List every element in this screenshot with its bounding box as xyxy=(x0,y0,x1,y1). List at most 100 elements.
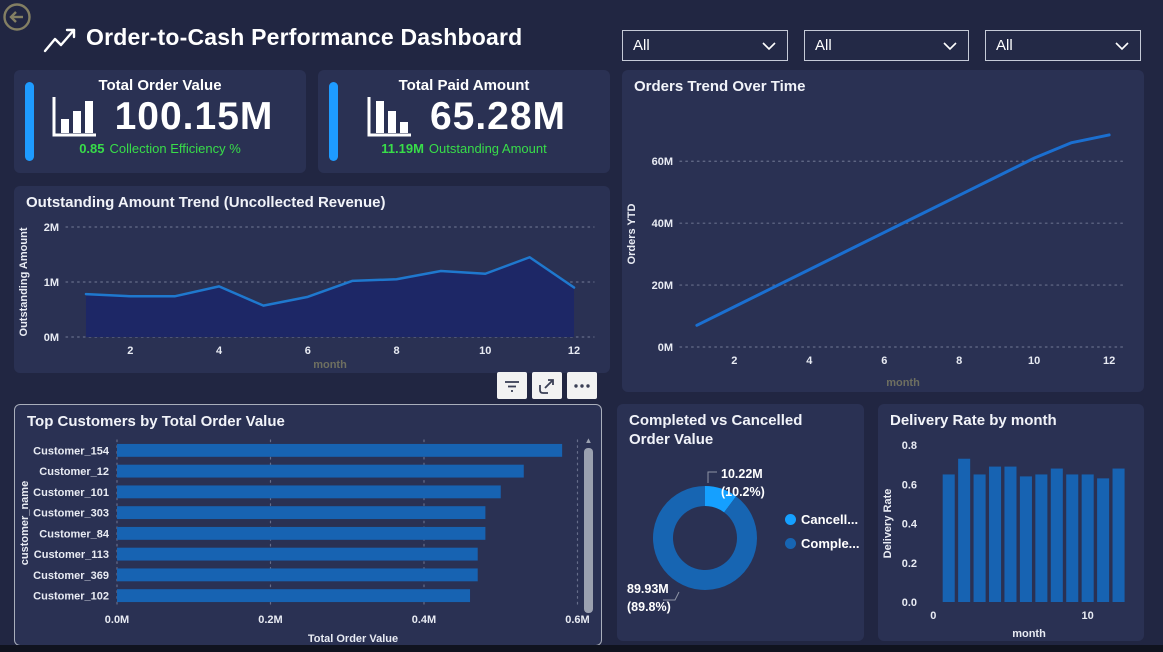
filter-icon xyxy=(505,380,519,392)
legend-label: Comple... xyxy=(801,536,860,551)
outstanding-amount-trend-panel: Outstanding Amount Trend (Uncollected Re… xyxy=(14,186,610,373)
filter-button[interactable] xyxy=(497,372,527,399)
page-title: Order-to-Cash Performance Dashboard xyxy=(86,24,523,50)
svg-text:0M: 0M xyxy=(658,342,673,354)
svg-text:0M: 0M xyxy=(44,332,59,344)
svg-text:0: 0 xyxy=(930,610,936,622)
svg-text:0.8: 0.8 xyxy=(902,440,917,452)
kpi-sub-value: 11.19M xyxy=(381,141,424,156)
kpi-sub-label: Collection Efficiency % xyxy=(109,141,241,156)
svg-text:Customer_113: Customer_113 xyxy=(34,549,109,561)
legend-label: Cancell... xyxy=(801,512,859,527)
svg-text:(10.2%): (10.2%) xyxy=(721,485,765,499)
svg-text:6: 6 xyxy=(305,345,311,357)
svg-text:Total Order Value: Total Order Value xyxy=(308,633,398,645)
kpi-sub-label: Outstanding Amount xyxy=(428,141,547,156)
svg-text:Customer_303: Customer_303 xyxy=(33,507,109,519)
kpi-value: 65.28M xyxy=(429,94,567,138)
svg-text:Customer_154: Customer_154 xyxy=(33,445,110,457)
svg-text:Customer_369: Customer_369 xyxy=(33,570,109,582)
chevron-down-icon xyxy=(1115,41,1129,50)
visual-toolbar xyxy=(497,372,597,399)
svg-text:10: 10 xyxy=(1028,355,1040,367)
delivery-rate-bar-chart[interactable]: 0.0 0.2 0.4 0.6 0.8 0 10 month Delivery Rate xyxy=(878,433,1144,642)
slicer-dropdown-3[interactable]: All xyxy=(985,30,1141,61)
back-arrow-icon xyxy=(3,3,31,31)
bar-chart-ascending-icon xyxy=(52,97,96,137)
chart-title: Orders Trend Over Time xyxy=(634,78,806,95)
slicer-value: All xyxy=(815,37,832,54)
chart-title: Top Customers by Total Order Value xyxy=(27,413,285,430)
svg-text:4: 4 xyxy=(806,355,813,367)
legend-dot-cancelled xyxy=(785,514,796,525)
kpi-card-total-paid-amount[interactable]: Total Paid Amount 65.28M 11.19M Outstandi… xyxy=(318,70,610,173)
svg-text:40M: 40M xyxy=(652,218,673,230)
svg-text:0.6: 0.6 xyxy=(902,479,917,491)
slicer-value: All xyxy=(996,37,1013,54)
svg-text:month: month xyxy=(1012,628,1046,640)
svg-text:0.4: 0.4 xyxy=(902,518,918,530)
chevron-down-icon xyxy=(762,41,776,50)
kpi-subtext: 0.85 Collection Efficiency % xyxy=(79,141,241,156)
svg-text:2M: 2M xyxy=(44,222,59,234)
svg-text:10.22M: 10.22M xyxy=(721,467,763,481)
slicer-dropdown-2[interactable]: All xyxy=(804,30,969,61)
svg-text:Customer_102: Customer_102 xyxy=(33,590,109,602)
legend-item-completed[interactable]: Comple... xyxy=(785,536,860,551)
svg-text:(89.8%): (89.8%) xyxy=(627,600,671,614)
kpi-card-total-order-value[interactable]: Total Order Value 100.15M 0.85 Collection… xyxy=(14,70,306,173)
svg-text:Orders YTD: Orders YTD xyxy=(626,203,638,264)
back-button[interactable] xyxy=(2,2,32,32)
scrollbar-thumb[interactable] xyxy=(584,448,593,613)
svg-text:2: 2 xyxy=(127,345,133,357)
kpi-subtext: 11.19M Outstanding Amount xyxy=(381,141,546,156)
kpi-title: Total Order Value xyxy=(98,77,222,94)
svg-text:0.2: 0.2 xyxy=(902,558,917,570)
completed-vs-cancelled-donut-chart[interactable]: 10.22M (10.2%) 89.93M (89.8%) xyxy=(617,452,864,639)
svg-text:month: month xyxy=(886,377,920,389)
svg-text:0.0: 0.0 xyxy=(902,597,917,609)
svg-text:4: 4 xyxy=(216,345,223,357)
svg-text:Outstanding Amount: Outstanding Amount xyxy=(18,227,30,336)
svg-text:8: 8 xyxy=(393,345,399,357)
kpi-title: Total Paid Amount xyxy=(398,77,530,94)
scrollbar[interactable]: ▲ xyxy=(584,437,593,615)
accent-bar xyxy=(329,82,338,161)
scrollbar-up-arrow[interactable]: ▲ xyxy=(584,436,593,445)
legend-dot-completed xyxy=(785,538,796,549)
focus-mode-button[interactable] xyxy=(532,372,562,399)
svg-text:60M: 60M xyxy=(652,156,673,168)
slicer-dropdown-1[interactable]: All xyxy=(622,30,788,61)
top-customers-bar-chart[interactable]: 0.0M 0.2M 0.4M 0.6M Customer_154 Customer_12 C… xyxy=(15,434,601,646)
orders-line-chart[interactable]: 0M 20M 40M 60M 2 4 6 8 10 12 month Orders YTD xyxy=(622,99,1144,391)
svg-text:2: 2 xyxy=(731,355,737,367)
svg-text:Customer_101: Customer_101 xyxy=(33,487,109,499)
bar-chart-descending-icon xyxy=(367,97,411,137)
svg-text:0.0M: 0.0M xyxy=(105,614,129,626)
svg-text:0.6M: 0.6M xyxy=(565,614,589,626)
legend-item-cancelled[interactable]: Cancell... xyxy=(785,512,860,527)
accent-bar xyxy=(25,82,34,161)
trend-line-icon xyxy=(43,28,76,53)
svg-text:0.2M: 0.2M xyxy=(258,614,282,626)
chart-title: Delivery Rate by month xyxy=(890,412,1057,429)
svg-text:1M: 1M xyxy=(44,277,59,289)
page-bottom-edge xyxy=(0,645,1163,652)
svg-text:month: month xyxy=(313,359,347,371)
svg-text:89.93M: 89.93M xyxy=(627,582,669,596)
svg-text:Customer_84: Customer_84 xyxy=(39,528,110,540)
kpi-sub-value: 0.85 xyxy=(79,141,105,156)
svg-text:8: 8 xyxy=(956,355,962,367)
chart-title: Outstanding Amount Trend (Uncollected Re… xyxy=(26,194,386,211)
outstanding-area-chart[interactable]: 0M 1M 2M 2 4 6 8 10 12 month Outstanding Amount xyxy=(14,215,610,373)
donut-legend: Cancell... Comple... xyxy=(785,512,860,551)
svg-text:0.4M: 0.4M xyxy=(412,614,436,626)
svg-text:Customer_12: Customer_12 xyxy=(39,466,109,478)
svg-text:10: 10 xyxy=(1082,610,1094,622)
svg-text:10: 10 xyxy=(479,345,491,357)
more-options-icon xyxy=(574,383,590,388)
more-options-button[interactable] xyxy=(567,372,597,399)
delivery-rate-panel: Delivery Rate by month 0.0 0.2 0.4 0.6 0.8 0 1… xyxy=(878,404,1144,641)
svg-text:12: 12 xyxy=(568,345,580,357)
